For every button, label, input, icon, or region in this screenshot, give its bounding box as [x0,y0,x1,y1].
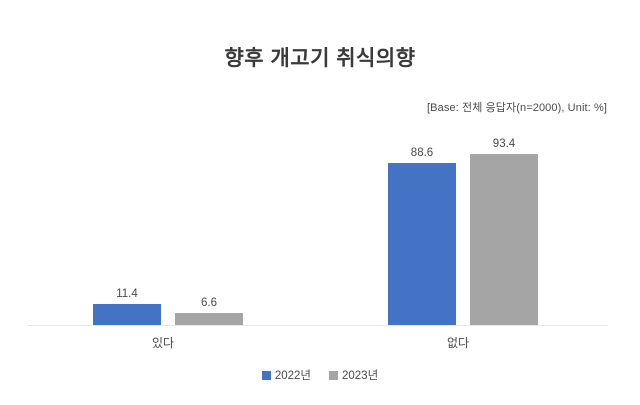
bar-2023-itda[interactable]: 6.6 [175,297,243,325]
bar-value-label: 88.6 [410,146,434,159]
category-label-itda: 있다 [151,336,175,350]
legend-item-2022[interactable]: 2022년 [261,367,311,383]
bar-value-label: 93.4 [492,138,516,151]
bar-value-label: 11.4 [116,288,138,301]
legend-label: 2022년 [274,370,311,382]
legend-swatch-icon [261,370,271,380]
category-axis-line [28,325,608,326]
bar-group-eopda: 88.6 93.4 [368,130,548,325]
bar-2023-eopda[interactable]: 93.4 [470,138,538,325]
legend-item-2023[interactable]: 2023년 [329,367,378,383]
chart-base-note: [Base: 전체 응답자(n=2000), Unit: %] [427,102,607,114]
bar-2022-itda[interactable]: 11.4 [93,288,161,325]
chart-legend: 2022년 2023년 [0,367,640,383]
bar-value-label: 6.6 [201,296,217,309]
bar-2022-eopda[interactable]: 88.6 [388,147,456,325]
legend-label: 2023년 [342,370,379,382]
chart-title: 향후 개고기 취식의향 [224,47,416,70]
category-label-eopda: 없다 [446,336,470,350]
legend-swatch-icon [329,370,338,380]
bar-group-itda: 11.4 6.6 [73,130,253,325]
plot-area: 11.4 6.6 88.6 93.4 [28,130,608,326]
